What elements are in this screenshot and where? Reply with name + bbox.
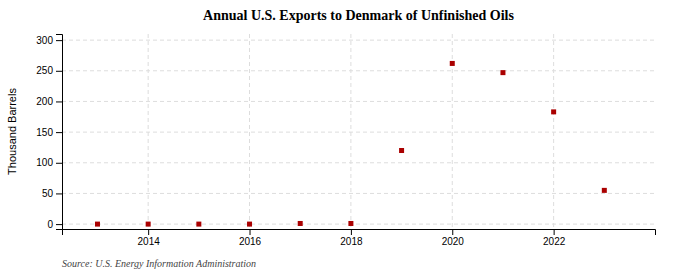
point [298,221,303,226]
y-tick-label: 100 [36,157,53,168]
y-tick-mark [56,71,62,72]
y-tick-label: 50 [42,188,54,199]
point [602,188,607,193]
x-tick-label: 2016 [239,236,262,247]
x-tick: 2018 [340,229,363,247]
x-tick-mark [554,229,555,235]
y-tick-label: 200 [36,96,53,107]
x-axis: 2014 2016 2018 2020 2022 [63,229,656,247]
point [348,221,353,226]
grid-line-x [350,34,351,229]
grid-line-y [62,224,655,225]
y-tick: 100 [36,157,62,168]
x-tick: 2020 [442,229,465,247]
grid-line-y [62,70,655,71]
y-tick: 150 [36,127,62,138]
y-axis-line [56,35,63,230]
x-tick-mark [148,229,149,235]
y-tick: 200 [36,96,62,107]
y-tick: 300 [36,35,62,46]
point [551,109,556,114]
points [95,61,607,227]
y-tick-mark [56,193,62,194]
plot: 2014 2016 2018 2020 2022 0 50 100 150 200 250 300 [36,34,655,247]
y-tick: 250 [36,65,62,76]
y-tick: 0 [47,219,62,230]
point [247,222,252,227]
grid-line-y [62,193,655,194]
x-tick: 2022 [543,229,566,247]
x-tick-label: 2018 [340,236,363,247]
y-tick-mark [56,101,62,102]
point [399,148,404,153]
x-tick: 2014 [138,229,161,247]
x-tick-label: 2022 [543,236,566,247]
y-tick-mark [56,40,62,41]
grid-line-x [249,34,250,229]
point [95,222,100,227]
x-tick-label: 2014 [138,236,161,247]
y-tick-mark [56,163,62,164]
grid-line-y [62,162,655,163]
y-tick-label: 150 [36,127,53,138]
point [196,222,201,227]
annotation: Source: U.S. Energy Information Administ… [62,258,256,269]
point [450,61,455,66]
grid-line-x [148,34,149,229]
grid-line-x [553,34,554,229]
y-axis: 0 50 100 150 200 250 300 [36,35,62,230]
point [146,222,151,227]
x-tick-mark [250,229,251,235]
x-axis-line [63,230,656,236]
x-tick-label: 2020 [442,236,465,247]
y-tick-label: 250 [36,65,53,76]
title: Annual U.S. Exports to Denmark of Unfini… [203,8,514,23]
y-tick: 50 [42,188,62,199]
y-tick-label: 0 [47,219,53,230]
point [500,70,505,75]
x-tick-mark [351,229,352,235]
y-tick-label: 300 [36,35,53,46]
chart: 2014 2016 2018 2020 2022 0 50 100 150 200 250 300 An… [0,0,675,275]
y-tick-mark [56,132,62,133]
x-tick: 2016 [239,229,262,247]
grid-line-y [62,40,655,41]
x-tick-mark [452,229,453,235]
grid [62,34,655,229]
grid-line-y [62,101,655,102]
y-tick-mark [56,224,62,225]
grid-line-y [62,132,655,133]
y-axis-title: Thousand Barrels [6,88,18,175]
